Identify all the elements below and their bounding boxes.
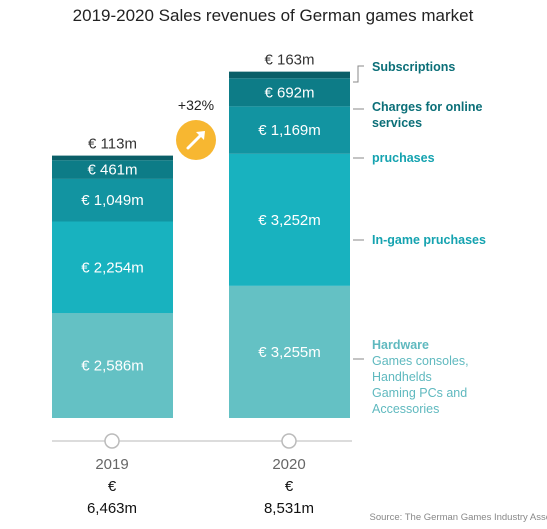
- legend-online-line2: services: [372, 116, 422, 130]
- growth-arrow-icon: [176, 120, 216, 160]
- timeline-axis: [52, 433, 352, 449]
- data-label: € 2,586m: [81, 358, 144, 375]
- bar-segment: [229, 285, 350, 418]
- bar-segment: [229, 106, 350, 154]
- data-label-top: € 163m: [264, 52, 314, 69]
- data-label: € 692m: [264, 84, 314, 101]
- total-amount: 8,531m: [264, 500, 314, 517]
- source-note: Source: The German Games Industry Associ…: [370, 512, 547, 523]
- x-tick-label: 2019: [95, 456, 128, 473]
- timeline-marker-2020: [281, 433, 297, 449]
- data-label: € 2,254m: [81, 259, 144, 276]
- chart-title: 2019-2020 Sales revenues of German games…: [73, 6, 474, 25]
- top-labels-group: € 113m € 163m: [88, 52, 314, 153]
- data-label: € 461m: [87, 162, 137, 179]
- legend-purchases: pruchases: [372, 151, 435, 165]
- bar-segment: [229, 153, 350, 286]
- legend-hardware-line: Handhelds: [372, 370, 432, 384]
- total-amount: 6,463m: [87, 500, 137, 517]
- bar-segment: [229, 78, 350, 107]
- legend-online-line1: Charges for online: [372, 100, 482, 114]
- bar-segment: [52, 221, 173, 314]
- bar-segment: [52, 155, 173, 161]
- legend-hardware-line: Games consoles,: [372, 354, 469, 368]
- bar-segment: [52, 160, 173, 179]
- bar-segment: [229, 71, 350, 79]
- legend-hardware-line: Gaming PCs and: [372, 386, 467, 400]
- bar-segment: [52, 178, 173, 222]
- data-label-top: € 113m: [88, 136, 137, 153]
- x-tick-label: 2020: [272, 456, 305, 473]
- bars-group: [52, 71, 350, 418]
- growth-label: +32%: [178, 97, 214, 113]
- data-label: € 3,252m: [258, 212, 321, 229]
- legend-ingame: In-game pruchases: [372, 233, 486, 247]
- legend-hardware-line: Accessories: [372, 402, 439, 416]
- segment-labels-group: € 2,586m € 2,254m € 1,049m € 461m € 3,255m € …: [81, 84, 321, 374]
- data-label: € 1,049m: [81, 192, 144, 209]
- data-label: € 3,255m: [258, 344, 321, 361]
- timeline-marker-2019: [104, 433, 120, 449]
- total-currency: €: [108, 478, 117, 495]
- data-label: € 1,169m: [258, 122, 321, 139]
- bar-segment: [52, 313, 173, 418]
- legend-connectors: [353, 65, 364, 360]
- legend: Subscriptions Charges for online service…: [372, 60, 486, 416]
- legend-subscriptions: Subscriptions: [372, 60, 455, 74]
- legend-hardware-title: Hardware: [372, 338, 429, 352]
- total-currency: €: [285, 478, 294, 495]
